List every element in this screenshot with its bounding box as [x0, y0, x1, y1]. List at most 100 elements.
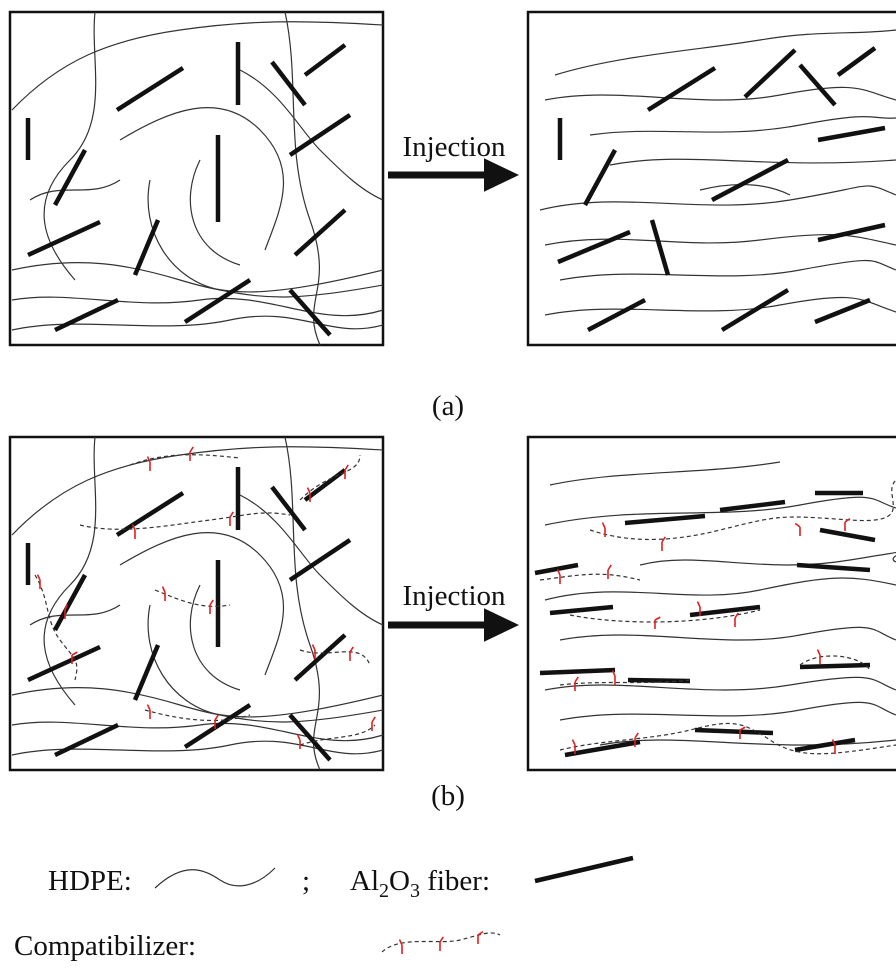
fiber	[534, 855, 634, 884]
compatibilizer-group	[306, 487, 311, 502]
subscript: 2	[379, 880, 389, 902]
legend-label: HDPE:	[48, 865, 132, 897]
hdpe-chain	[43, 11, 97, 281]
compatibilizer-group	[439, 936, 444, 951]
fiber	[798, 63, 837, 107]
hdpe-chain	[147, 604, 384, 723]
hdpe-chain	[284, 436, 321, 771]
fiber	[270, 60, 307, 107]
hdpe-chain	[559, 626, 896, 641]
fiber	[720, 288, 790, 332]
fiber	[54, 297, 119, 333]
compatibilizer-group	[296, 734, 301, 749]
fiber	[796, 562, 871, 573]
hdpe-chain	[11, 261, 384, 293]
compatibilizer-group	[477, 930, 484, 944]
fiber	[564, 739, 641, 758]
fiber	[53, 573, 87, 632]
hdpe-chain	[11, 315, 384, 331]
fiber	[132, 644, 161, 701]
compatibilizer	[299, 724, 376, 746]
fiber	[624, 513, 706, 526]
hdpe-chain	[559, 701, 896, 721]
compatibilizer-group	[634, 732, 639, 747]
compatibilizer-group	[36, 574, 41, 589]
fiber	[183, 703, 252, 749]
fiber	[270, 485, 307, 532]
fiber	[115, 66, 185, 112]
hdpe-chain	[119, 107, 285, 251]
compatibilizer-group	[189, 446, 194, 461]
fiber	[557, 229, 631, 265]
hdpe-chain	[544, 676, 896, 691]
hdpe-chain	[189, 584, 241, 691]
hdpe-chain	[11, 296, 384, 317]
hdpe-chain	[599, 739, 896, 746]
fiber	[303, 43, 347, 77]
hdpe-chain	[29, 179, 121, 201]
fiber	[288, 113, 352, 157]
compatibilizer-group	[146, 704, 151, 719]
fiber	[799, 662, 871, 670]
text-part: fiber:	[420, 865, 490, 897]
hdpe-chain	[554, 29, 896, 76]
fiber	[53, 148, 87, 207]
hdpe-chain	[11, 721, 384, 742]
hdpe-chain	[639, 551, 896, 566]
panel-right	[534, 461, 896, 758]
hdpe-chain	[11, 446, 384, 536]
arrow-label: Injection	[402, 580, 506, 612]
compatibilizer-group	[146, 456, 151, 471]
compatibilizer-group	[611, 670, 616, 685]
compatibilizer	[799, 655, 871, 671]
fiber	[288, 538, 352, 582]
compatibilizer-group	[661, 536, 666, 551]
compatibilizer-group	[214, 714, 219, 729]
hdpe-chain	[559, 259, 896, 281]
fiber	[817, 222, 886, 243]
compatibilizer-set	[34, 446, 376, 749]
hdpe-chain	[43, 436, 97, 706]
fiber	[819, 527, 876, 543]
compatibilizer	[539, 573, 641, 581]
fiber	[27, 644, 101, 683]
fiber	[836, 46, 877, 77]
compatibilizer-group	[696, 601, 701, 616]
panel-box	[8, 10, 385, 347]
compatibilizer-group	[794, 522, 801, 536]
fiber	[689, 604, 761, 618]
compatibilizer-group	[131, 524, 136, 539]
fiber	[534, 562, 579, 576]
fiber	[743, 48, 797, 99]
hdpe-chain	[147, 179, 384, 298]
hdpe-chain	[29, 604, 121, 626]
compatibilizer	[381, 932, 501, 953]
compatibilizer-group	[831, 739, 836, 754]
fiber	[817, 125, 886, 143]
compatibilizer-group	[71, 651, 78, 664]
hdpe-chain	[544, 496, 896, 526]
compatibilizer-group	[607, 564, 612, 579]
hdpe-chain	[539, 185, 896, 211]
compatibilizer-group	[844, 517, 851, 531]
fiber	[646, 66, 717, 112]
panel-box	[526, 435, 896, 772]
compatibilizer-group	[398, 939, 403, 954]
compatibilizer	[79, 512, 291, 530]
text-part: O	[389, 865, 410, 897]
hdpe-chain	[609, 158, 896, 166]
fiber	[54, 722, 119, 758]
hdpe-chain	[544, 233, 896, 246]
compatibilizer	[299, 454, 361, 501]
fiber	[183, 278, 252, 324]
panel-left	[11, 436, 384, 771]
artwork	[8, 10, 896, 954]
compatibilizer-group	[739, 726, 746, 739]
panel-right	[539, 29, 896, 332]
hdpe-chain	[284, 11, 321, 346]
fiber	[539, 667, 616, 676]
compatibilizer-group	[161, 586, 166, 601]
hdpe-chain	[11, 21, 384, 111]
